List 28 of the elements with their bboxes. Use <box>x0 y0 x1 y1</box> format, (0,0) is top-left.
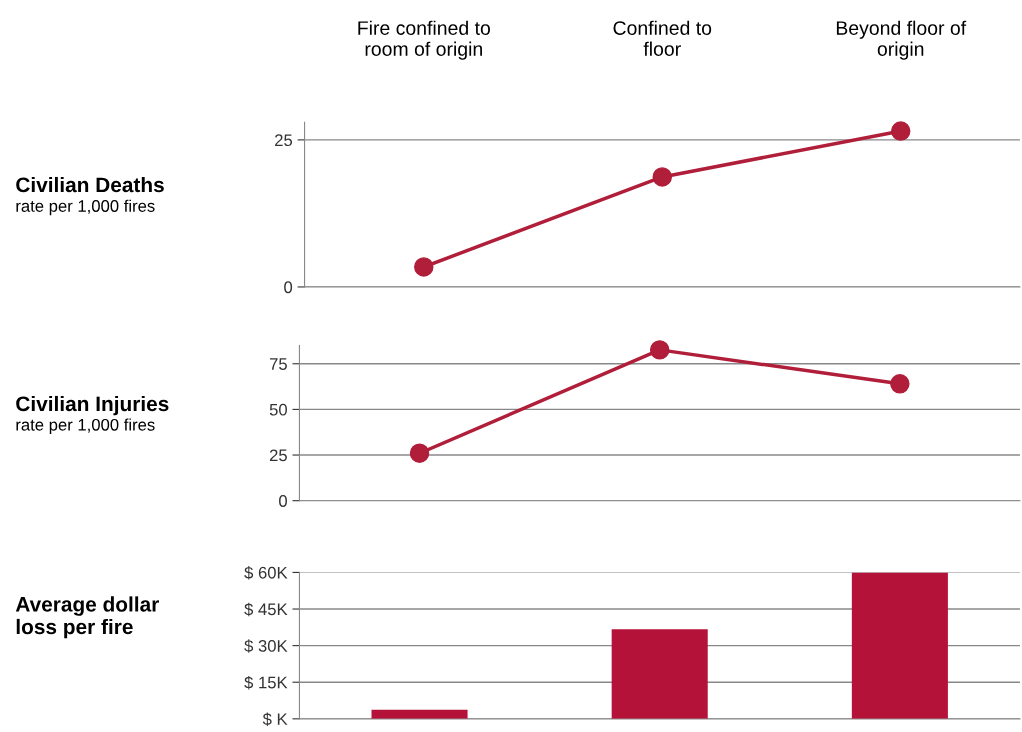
x-tick-label: Beyond floor of origin <box>836 20 967 60</box>
x-tick-label: Confined to floor <box>613 20 712 56</box>
text: Average dollar loss per fire <box>15 596 159 639</box>
bar <box>851 572 948 719</box>
y-tick-label: $ 45K <box>244 602 288 617</box>
point <box>890 374 910 394</box>
point <box>414 257 434 277</box>
y-axis-title: rate per 1,000 fires <box>16 418 155 434</box>
text: Civilian Injuries <box>16 395 169 416</box>
text: Civilian Deaths <box>16 176 164 193</box>
y-tick-label: 0 <box>279 495 287 507</box>
y-tick-label: 25 <box>269 449 287 462</box>
y-tick-label: 25 <box>275 134 293 147</box>
point <box>409 443 430 463</box>
y-tick-label: $ 60K <box>244 566 288 580</box>
y-tick-label: $ 30K <box>244 639 288 653</box>
y-tick-label: $ K <box>262 712 288 727</box>
point <box>652 167 672 187</box>
x-tick-label: Fire confined to room of origin <box>358 20 490 60</box>
y-tick-label: 0 <box>284 281 293 294</box>
y-tick-label: 75 <box>269 358 287 370</box>
y-tick-label: $ 15K <box>244 675 288 690</box>
bar <box>611 629 708 719</box>
y-tick-label: 50 <box>269 403 287 416</box>
y-axis-title: rate per 1,000 fires <box>16 199 155 216</box>
bar <box>371 709 468 719</box>
point <box>649 340 670 360</box>
point <box>890 121 911 141</box>
